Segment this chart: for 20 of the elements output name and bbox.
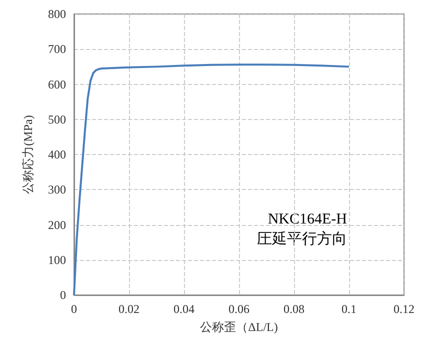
y-tick-label: 600 bbox=[48, 77, 66, 92]
annotation: NKC164E-H bbox=[268, 212, 348, 228]
y-tick-label: 200 bbox=[48, 218, 66, 232]
y-tick-label: 400 bbox=[48, 148, 66, 162]
line-series bbox=[73, 64, 350, 296]
x-tick-label: 0.04 bbox=[174, 302, 194, 316]
y-tick-label: 800 bbox=[48, 7, 66, 21]
x-tick-label: 0.12 bbox=[394, 302, 414, 316]
y-tick-label: 500 bbox=[48, 112, 66, 126]
x-tick-label: 0.02 bbox=[118, 302, 140, 316]
x-tick-label: 0.08 bbox=[284, 302, 304, 316]
y-tick-label: 700 bbox=[48, 42, 66, 56]
x-tick-label: 0.1 bbox=[342, 302, 356, 316]
y-axis-title: 公称応力(MPa) bbox=[21, 115, 35, 194]
x-tick-label: 0 bbox=[71, 302, 77, 316]
y-tick-label: 100 bbox=[48, 252, 66, 267]
x-axis-title: 公称歪（ΔL/L) bbox=[200, 320, 278, 334]
x-tick-label: 0.06 bbox=[228, 302, 250, 316]
y-tick-label: 0 bbox=[60, 288, 66, 302]
y-tick-label: 300 bbox=[48, 182, 66, 197]
